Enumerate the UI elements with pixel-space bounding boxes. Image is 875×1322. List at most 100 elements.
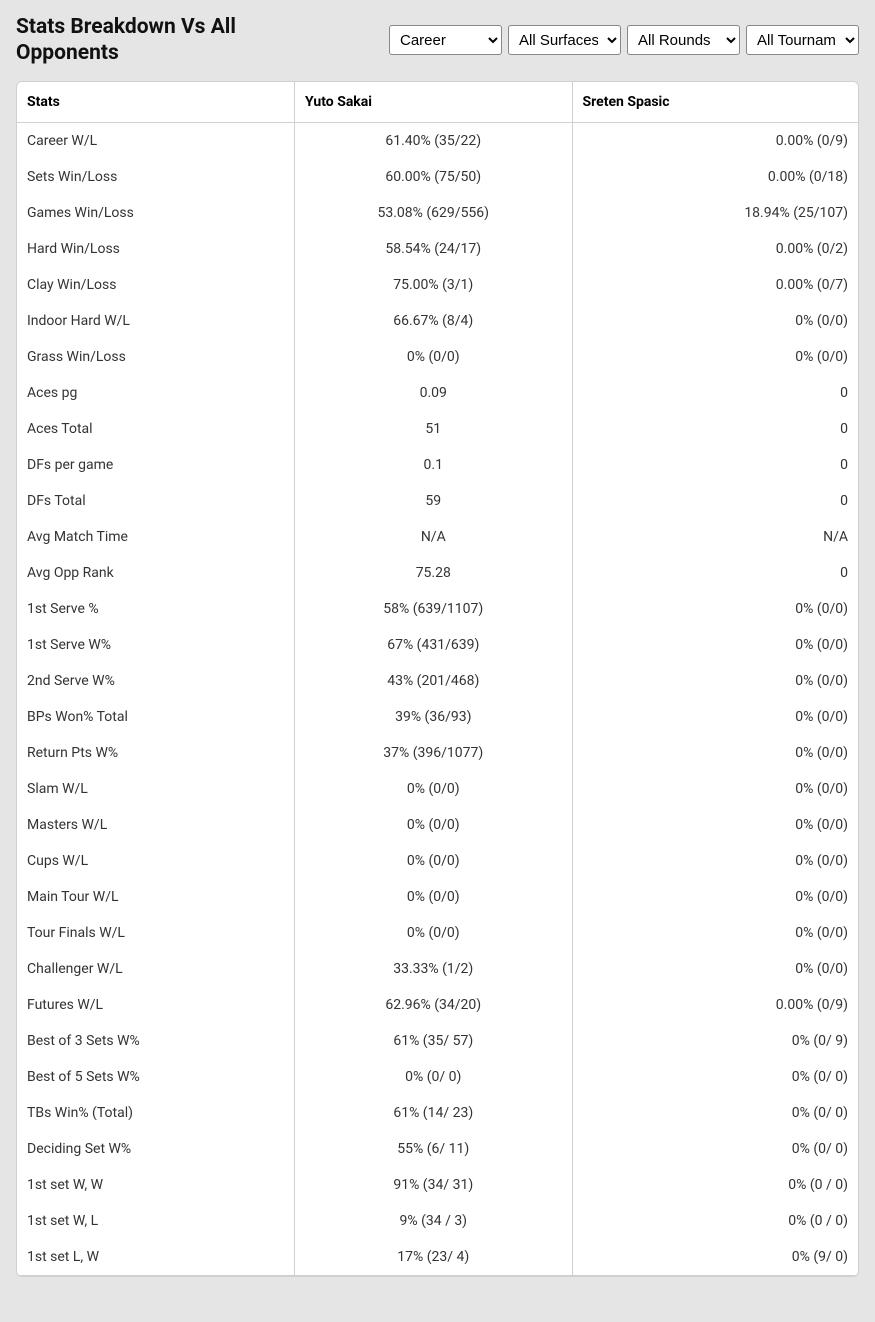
player1-value: 43% (201/468) [295,663,573,699]
stat-label: Futures W/L [17,987,295,1023]
player1-value: 61% (14/ 23) [295,1095,573,1131]
player1-value: 39% (36/93) [295,699,573,735]
player1-value: 51 [295,411,573,447]
stat-label: Best of 3 Sets W% [17,1023,295,1059]
stat-label: 1st Serve % [17,591,295,627]
stat-label: Games Win/Loss [17,195,295,231]
filter-career[interactable]: Career [389,25,502,55]
table-row: DFs per game0.10 [17,447,858,483]
player2-value: 0% (0 / 0) [572,1203,858,1239]
player1-value: 17% (23/ 4) [295,1239,573,1276]
player2-value: 0% (0/0) [572,627,858,663]
table-row: Challenger W/L33.33% (1/2)0% (0/0) [17,951,858,987]
stat-label: Aces pg [17,375,295,411]
stat-label: Avg Opp Rank [17,555,295,591]
player1-value: 0% (0/0) [295,843,573,879]
table-row: Deciding Set W%55% (6/ 11)0% (0/ 0) [17,1131,858,1167]
stat-label: Best of 5 Sets W% [17,1059,295,1095]
table-row: Tour Finals W/L0% (0/0)0% (0/0) [17,915,858,951]
stat-label: Cups W/L [17,843,295,879]
filter-surface[interactable]: All Surfaces [508,25,621,55]
col-header-player2: Sreten Spasic [572,82,858,123]
stat-label: Clay Win/Loss [17,267,295,303]
table-row: Career W/L61.40% (35/22)0.00% (0/9) [17,122,858,159]
player1-value: 0% (0/ 0) [295,1059,573,1095]
player2-value: 0 [572,483,858,519]
stat-label: BPs Won% Total [17,699,295,735]
player2-value: 0% (0/0) [572,915,858,951]
table-row: Grass Win/Loss0% (0/0)0% (0/0) [17,339,858,375]
table-row: Clay Win/Loss75.00% (3/1)0.00% (0/7) [17,267,858,303]
player2-value: 0% (0/0) [572,951,858,987]
table-row: 1st set W, W91% (34/ 31)0% (0 / 0) [17,1167,858,1203]
table-row: Masters W/L0% (0/0)0% (0/0) [17,807,858,843]
table-row: Hard Win/Loss58.54% (24/17)0.00% (0/2) [17,231,858,267]
player2-value: 18.94% (25/107) [572,195,858,231]
player2-value: 0% (0/0) [572,879,858,915]
filter-rounds[interactable]: All Rounds [627,25,740,55]
player1-value: 9% (34 / 3) [295,1203,573,1239]
player2-value: 0 [572,375,858,411]
player1-value: 61.40% (35/22) [295,122,573,159]
table-row: TBs Win% (Total)61% (14/ 23)0% (0/ 0) [17,1095,858,1131]
player2-value: 0.00% (0/18) [572,159,858,195]
table-row: Slam W/L0% (0/0)0% (0/0) [17,771,858,807]
player2-value: 0 [572,411,858,447]
player2-value: N/A [572,519,858,555]
filter-group: Career All Surfaces All Rounds All Tourn… [389,25,859,55]
stat-label: Hard Win/Loss [17,231,295,267]
table-row: Main Tour W/L0% (0/0)0% (0/0) [17,879,858,915]
stat-label: Tour Finals W/L [17,915,295,951]
table-row: 1st set L, W17% (23/ 4)0% (9/ 0) [17,1239,858,1276]
table-row: Indoor Hard W/L66.67% (8/4)0% (0/0) [17,303,858,339]
player2-value: 0% (0 / 0) [572,1167,858,1203]
player1-value: 67% (431/639) [295,627,573,663]
player1-value: 66.67% (8/4) [295,303,573,339]
player1-value: 75.00% (3/1) [295,267,573,303]
player2-value: 0% (9/ 0) [572,1239,858,1276]
player2-value: 0% (0/0) [572,735,858,771]
player2-value: 0.00% (0/9) [572,122,858,159]
table-row: Return Pts W%37% (396/1077)0% (0/0) [17,735,858,771]
page-title: Stats Breakdown Vs All Opponents [16,14,316,67]
player2-value: 0 [572,447,858,483]
table-row: Best of 5 Sets W%0% (0/ 0)0% (0/ 0) [17,1059,858,1095]
table-row: Aces pg0.090 [17,375,858,411]
stat-label: DFs per game [17,447,295,483]
table-row: 2nd Serve W%43% (201/468)0% (0/0) [17,663,858,699]
table-row: 1st Serve W%67% (431/639)0% (0/0) [17,627,858,663]
stat-label: Aces Total [17,411,295,447]
stat-label: Deciding Set W% [17,1131,295,1167]
stat-label: Avg Match Time [17,519,295,555]
player1-value: 55% (6/ 11) [295,1131,573,1167]
stat-label: 1st set L, W [17,1239,295,1276]
player1-value: 62.96% (34/20) [295,987,573,1023]
player2-value: 0.00% (0/9) [572,987,858,1023]
stats-table: Stats Yuto Sakai Sreten Spasic Career W/… [17,82,858,1276]
table-row: Avg Opp Rank75.280 [17,555,858,591]
player2-value: 0% (0/0) [572,699,858,735]
player1-value: 58.54% (24/17) [295,231,573,267]
table-row: Futures W/L62.96% (34/20)0.00% (0/9) [17,987,858,1023]
filter-tournaments[interactable]: All Tournaments [746,25,859,55]
player1-value: 58% (639/1107) [295,591,573,627]
stat-label: Grass Win/Loss [17,339,295,375]
player1-value: 0% (0/0) [295,771,573,807]
table-row: Games Win/Loss53.08% (629/556)18.94% (25… [17,195,858,231]
player2-value: 0% (0/ 0) [572,1095,858,1131]
player2-value: 0.00% (0/7) [572,267,858,303]
table-row: Avg Match TimeN/AN/A [17,519,858,555]
player2-value: 0% (0/0) [572,807,858,843]
stat-label: 1st set W, W [17,1167,295,1203]
player2-value: 0% (0/0) [572,303,858,339]
player1-value: 75.28 [295,555,573,591]
col-header-player1: Yuto Sakai [295,82,573,123]
player2-value: 0% (0/ 9) [572,1023,858,1059]
player2-value: 0% (0/0) [572,663,858,699]
player1-value: 60.00% (75/50) [295,159,573,195]
table-row: BPs Won% Total39% (36/93)0% (0/0) [17,699,858,735]
player2-value: 0% (0/0) [572,339,858,375]
table-row: Aces Total510 [17,411,858,447]
player2-value: 0% (0/0) [572,591,858,627]
table-row: Cups W/L0% (0/0)0% (0/0) [17,843,858,879]
